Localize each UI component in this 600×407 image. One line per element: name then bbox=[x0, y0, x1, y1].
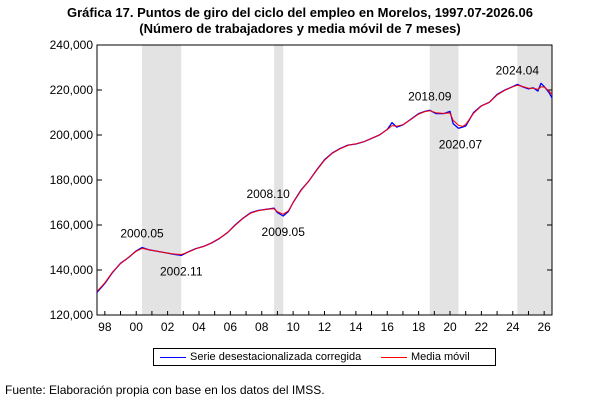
chart-area: 120,000 140,000 160,000 180,000 200,000 220,0… bbox=[50, 38, 553, 334]
legend-label-series: Serie desestacionalizada corregida bbox=[190, 351, 362, 363]
y-tick-label: 140,000 bbox=[50, 263, 94, 277]
x-tick-label: 22 bbox=[475, 320, 489, 334]
y-tick-label: 200,000 bbox=[50, 128, 94, 142]
x-tick-label: 24 bbox=[506, 320, 520, 334]
shaded-period-0 bbox=[142, 45, 182, 315]
x-tick-label: 02 bbox=[161, 320, 175, 334]
legend-item-series: Serie desestacionalizada corregida bbox=[160, 351, 361, 363]
x-tick-label: 20 bbox=[443, 320, 457, 334]
annotation-label: 2000.05 bbox=[120, 227, 164, 241]
y-tick-label: 180,000 bbox=[50, 173, 94, 187]
shaded-period-3 bbox=[517, 45, 552, 315]
x-tick-label: 18 bbox=[412, 320, 426, 334]
legend-swatch-moving-average bbox=[381, 356, 407, 358]
annotation-label: 2009.05 bbox=[262, 225, 306, 239]
x-tick-label: 98 bbox=[98, 320, 112, 334]
x-tick-label: 10 bbox=[286, 320, 300, 334]
chart-title: Gráfica 17. Puntos de giro del ciclo del… bbox=[66, 5, 534, 20]
legend-label-moving-average: Media móvil bbox=[411, 351, 470, 363]
annotation-label: 2024.04 bbox=[496, 63, 540, 77]
y-tick-label: 160,000 bbox=[50, 218, 94, 232]
y-tick-label: 220,000 bbox=[50, 83, 94, 97]
x-tick-label: 14 bbox=[349, 320, 363, 334]
x-tick-label: 26 bbox=[537, 320, 551, 334]
x-tick-label: 04 bbox=[192, 320, 206, 334]
shaded-period-2 bbox=[429, 45, 459, 315]
legend-item-moving-average: Media móvil bbox=[381, 351, 470, 363]
x-tick-label: 16 bbox=[381, 320, 395, 334]
annotation-label: 2018.09 bbox=[408, 89, 452, 103]
legend: Serie desestacionalizada corregida Media… bbox=[153, 348, 496, 366]
legend-swatch-series bbox=[160, 356, 186, 358]
x-tick-label: 08 bbox=[255, 320, 269, 334]
series-line-1 bbox=[96, 84, 553, 292]
chart-subtitle: (Número de trabajadores y media móvil de… bbox=[139, 21, 461, 36]
shaded-period-1 bbox=[274, 45, 284, 315]
annotation-label: 2008.10 bbox=[246, 187, 290, 201]
x-tick-label: 06 bbox=[224, 320, 238, 334]
annotation-label: 2020.07 bbox=[439, 137, 483, 151]
y-tick-label: 240,000 bbox=[50, 38, 94, 52]
source-note: Fuente: Elaboración propia con base en l… bbox=[5, 383, 325, 397]
annotation-label: 2002.11 bbox=[160, 264, 203, 278]
x-tick-label: 12 bbox=[318, 320, 332, 334]
y-tick-label: 120,000 bbox=[50, 308, 94, 322]
x-tick-label: 00 bbox=[130, 320, 144, 334]
